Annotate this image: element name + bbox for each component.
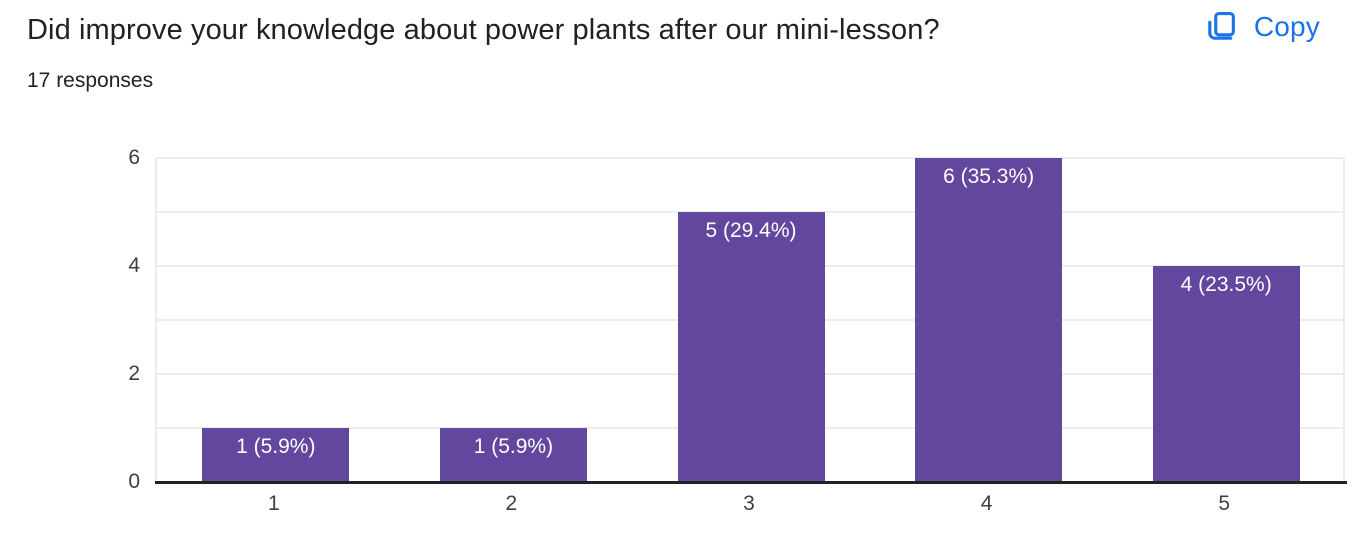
copy-icon: [1203, 9, 1237, 45]
bar-value-label: 4 (23.5%): [1180, 273, 1272, 296]
y-tick-label: 2: [128, 362, 140, 385]
bar-value-label: 6 (35.3%): [943, 165, 1035, 188]
x-axis: 1 2 3 4 5: [155, 492, 1345, 522]
bar-value-label: 5 (29.4%): [705, 219, 797, 242]
bar-5: 4 (23.5%): [1152, 266, 1300, 482]
y-tick-label: 4: [128, 254, 140, 277]
bar-4: 6 (35.3%): [915, 158, 1063, 482]
copy-button-label: Copy: [1253, 11, 1320, 42]
gridline: [157, 157, 1343, 159]
y-tick-label: 6: [128, 146, 140, 169]
question-title: Did improve your knowledge about power p…: [27, 14, 940, 46]
bar-2: 1 (5.9%): [439, 428, 587, 482]
copy-button[interactable]: Copy: [1201, 7, 1322, 47]
bar-value-label: 1 (5.9%): [236, 435, 316, 458]
responses-count: 17 responses: [27, 69, 154, 92]
plot-area: 1 (5.9%) 1 (5.9%) 5 (29.4%) 6 (35.3%) 4 (23.…: [155, 157, 1347, 484]
x-axis-baseline: [155, 481, 1347, 484]
x-tick-label: 4: [980, 492, 993, 515]
x-tick-label: 1: [267, 492, 280, 515]
x-tick-label: 2: [505, 492, 518, 515]
bar-value-label: 1 (5.9%): [473, 435, 554, 458]
y-tick-label: 0: [128, 470, 140, 493]
y-axis: 0 2 4 6: [0, 146, 140, 493]
x-tick-label: 5: [1218, 492, 1231, 515]
x-tick-label: 3: [743, 492, 755, 515]
bar-3: 5 (29.4%): [677, 212, 825, 482]
bar-1: 1 (5.9%): [202, 428, 350, 482]
